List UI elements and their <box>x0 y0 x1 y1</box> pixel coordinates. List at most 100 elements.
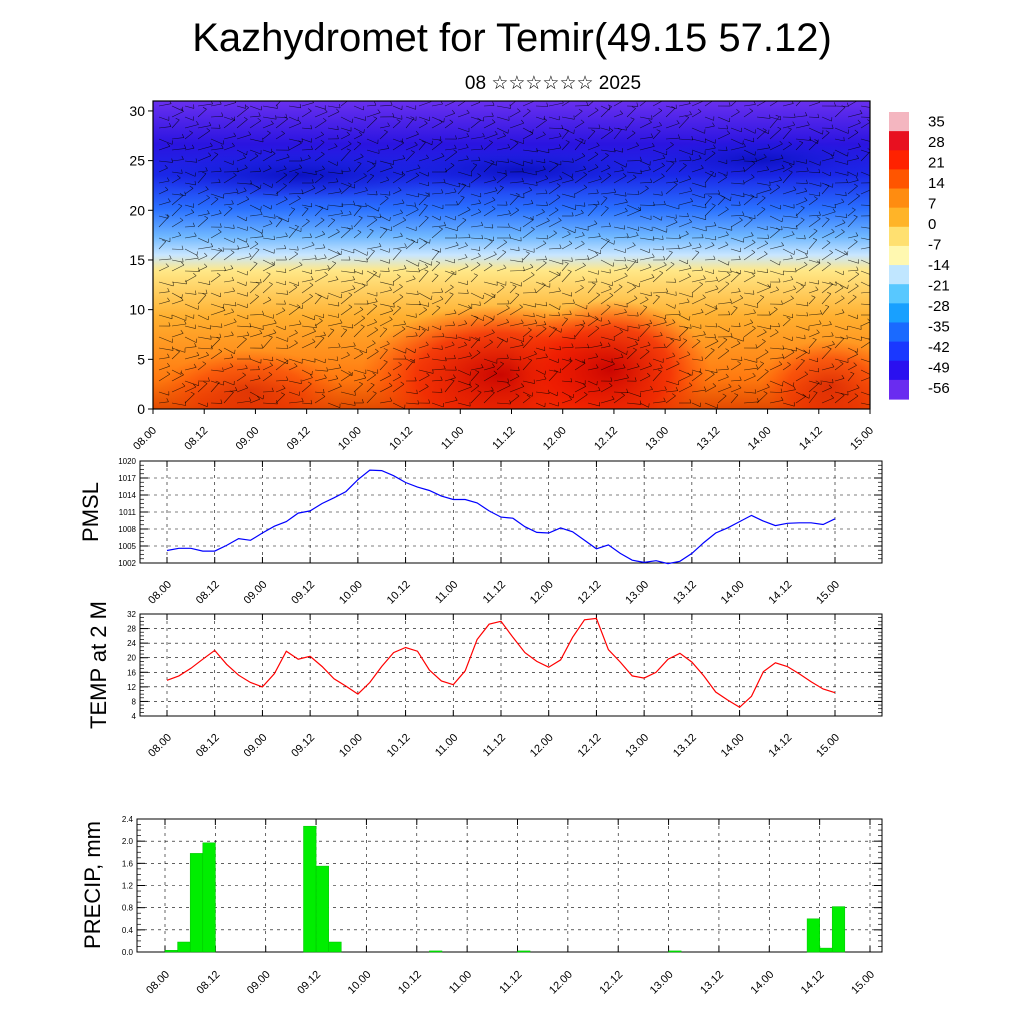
wind-barb <box>470 338 480 349</box>
wind-barb <box>639 204 655 206</box>
wind-barb-flag <box>475 337 480 340</box>
wind-barb <box>301 221 310 228</box>
wind-barb-flag <box>790 295 794 299</box>
wind-barb-flag <box>871 212 872 216</box>
wind-barb-flag <box>357 141 362 144</box>
wind-barb <box>171 264 185 272</box>
wind-barb-flag <box>311 179 314 184</box>
wind-barb-flag <box>503 264 507 269</box>
wind-barb-flag <box>855 283 859 287</box>
wind-barb-flag <box>352 275 355 280</box>
wind-barb <box>587 380 598 386</box>
wind-barb-flag <box>725 281 730 285</box>
wind-barb-flag <box>248 131 252 135</box>
wind-barb <box>314 274 328 283</box>
wind-barb-flag <box>267 296 272 301</box>
wind-barb-flag <box>738 322 741 327</box>
wind-barb <box>626 204 641 212</box>
wind-barb <box>301 127 312 130</box>
wind-barb-flag <box>404 355 407 360</box>
wind-barb-flag <box>625 198 628 203</box>
wind-barb-flag <box>738 384 742 389</box>
wind-barb <box>717 244 729 250</box>
wind-barb <box>405 193 419 198</box>
wind-barb-flag <box>500 361 504 365</box>
wind-barb <box>197 130 211 140</box>
wind-barb <box>275 215 289 223</box>
wind-barb-flag <box>807 121 810 126</box>
wind-barb <box>262 168 272 173</box>
wind-barb <box>262 248 275 254</box>
wind-barb <box>561 226 576 234</box>
wind-barb-flag <box>766 383 770 388</box>
wind-barb <box>184 386 197 393</box>
wind-barb-flag <box>672 393 676 397</box>
wind-barb-flag <box>751 160 756 164</box>
wind-barb <box>405 175 419 184</box>
wind-barb-flag <box>165 263 169 267</box>
colorbar-label: 35 <box>928 113 945 130</box>
wind-barb <box>743 358 758 363</box>
wind-barb-flag <box>553 369 558 372</box>
wind-barb <box>522 160 533 164</box>
wind-barb <box>288 253 298 261</box>
wind-barb <box>405 335 418 338</box>
wind-barb <box>327 213 343 217</box>
wind-barb <box>340 134 350 140</box>
wind-barb <box>275 118 288 129</box>
wind-barb-flag <box>775 329 779 333</box>
wind-barb <box>379 319 393 327</box>
wind-barb <box>665 137 680 140</box>
wind-barb-flag <box>695 250 700 253</box>
wind-barb <box>561 193 575 198</box>
wind-barb-flag <box>428 399 431 404</box>
wind-barb <box>171 323 187 327</box>
wind-barb <box>834 312 845 316</box>
wind-barb-flag <box>595 278 598 283</box>
wind-barb <box>197 347 213 350</box>
wind-barb-flag <box>189 185 194 189</box>
wind-barb <box>509 369 520 371</box>
wind-barb <box>847 122 861 129</box>
wind-barb <box>236 182 252 185</box>
wind-barb <box>457 219 467 228</box>
wind-barb <box>262 105 278 109</box>
wind-barb <box>613 267 628 272</box>
wind-barb-flag <box>346 148 351 151</box>
wind-barb-flag <box>294 171 299 174</box>
wind-barb <box>548 325 562 333</box>
wind-barb-flag <box>398 187 402 191</box>
wind-barb-flag <box>298 119 302 124</box>
wind-barb <box>392 296 404 305</box>
wind-barb-flag <box>286 290 289 295</box>
wind-barb <box>314 257 327 261</box>
wind-barb <box>470 292 484 300</box>
wind-barb-flag <box>232 287 235 292</box>
wind-barb <box>756 226 768 231</box>
wind-barb <box>327 303 339 307</box>
wind-barb <box>327 322 343 327</box>
wind-barb <box>769 289 779 294</box>
wind-barb <box>522 322 537 327</box>
wind-barb-flag <box>767 284 771 288</box>
wind-barb-flag <box>804 371 809 375</box>
wind-barb <box>184 346 197 349</box>
wind-barb <box>587 154 599 162</box>
wind-barb <box>340 288 356 294</box>
wind-barb-flag <box>348 371 352 375</box>
wind-barb <box>470 248 480 251</box>
wind-barb <box>691 158 702 162</box>
wind-barb-flag <box>734 393 739 396</box>
wind-barb-flag <box>521 167 524 172</box>
wind-barb-flag <box>480 221 484 226</box>
wind-barb-flag <box>814 139 819 142</box>
wind-barb <box>496 251 507 261</box>
wind-barb <box>795 101 802 107</box>
wind-barb <box>314 296 322 305</box>
wind-barb-flag <box>726 130 731 134</box>
wind-barb <box>548 270 561 277</box>
wind-barb <box>483 122 496 129</box>
wind-barb-flag <box>526 394 531 398</box>
wind-barb-flag <box>803 349 807 353</box>
wind-barb <box>327 191 342 195</box>
